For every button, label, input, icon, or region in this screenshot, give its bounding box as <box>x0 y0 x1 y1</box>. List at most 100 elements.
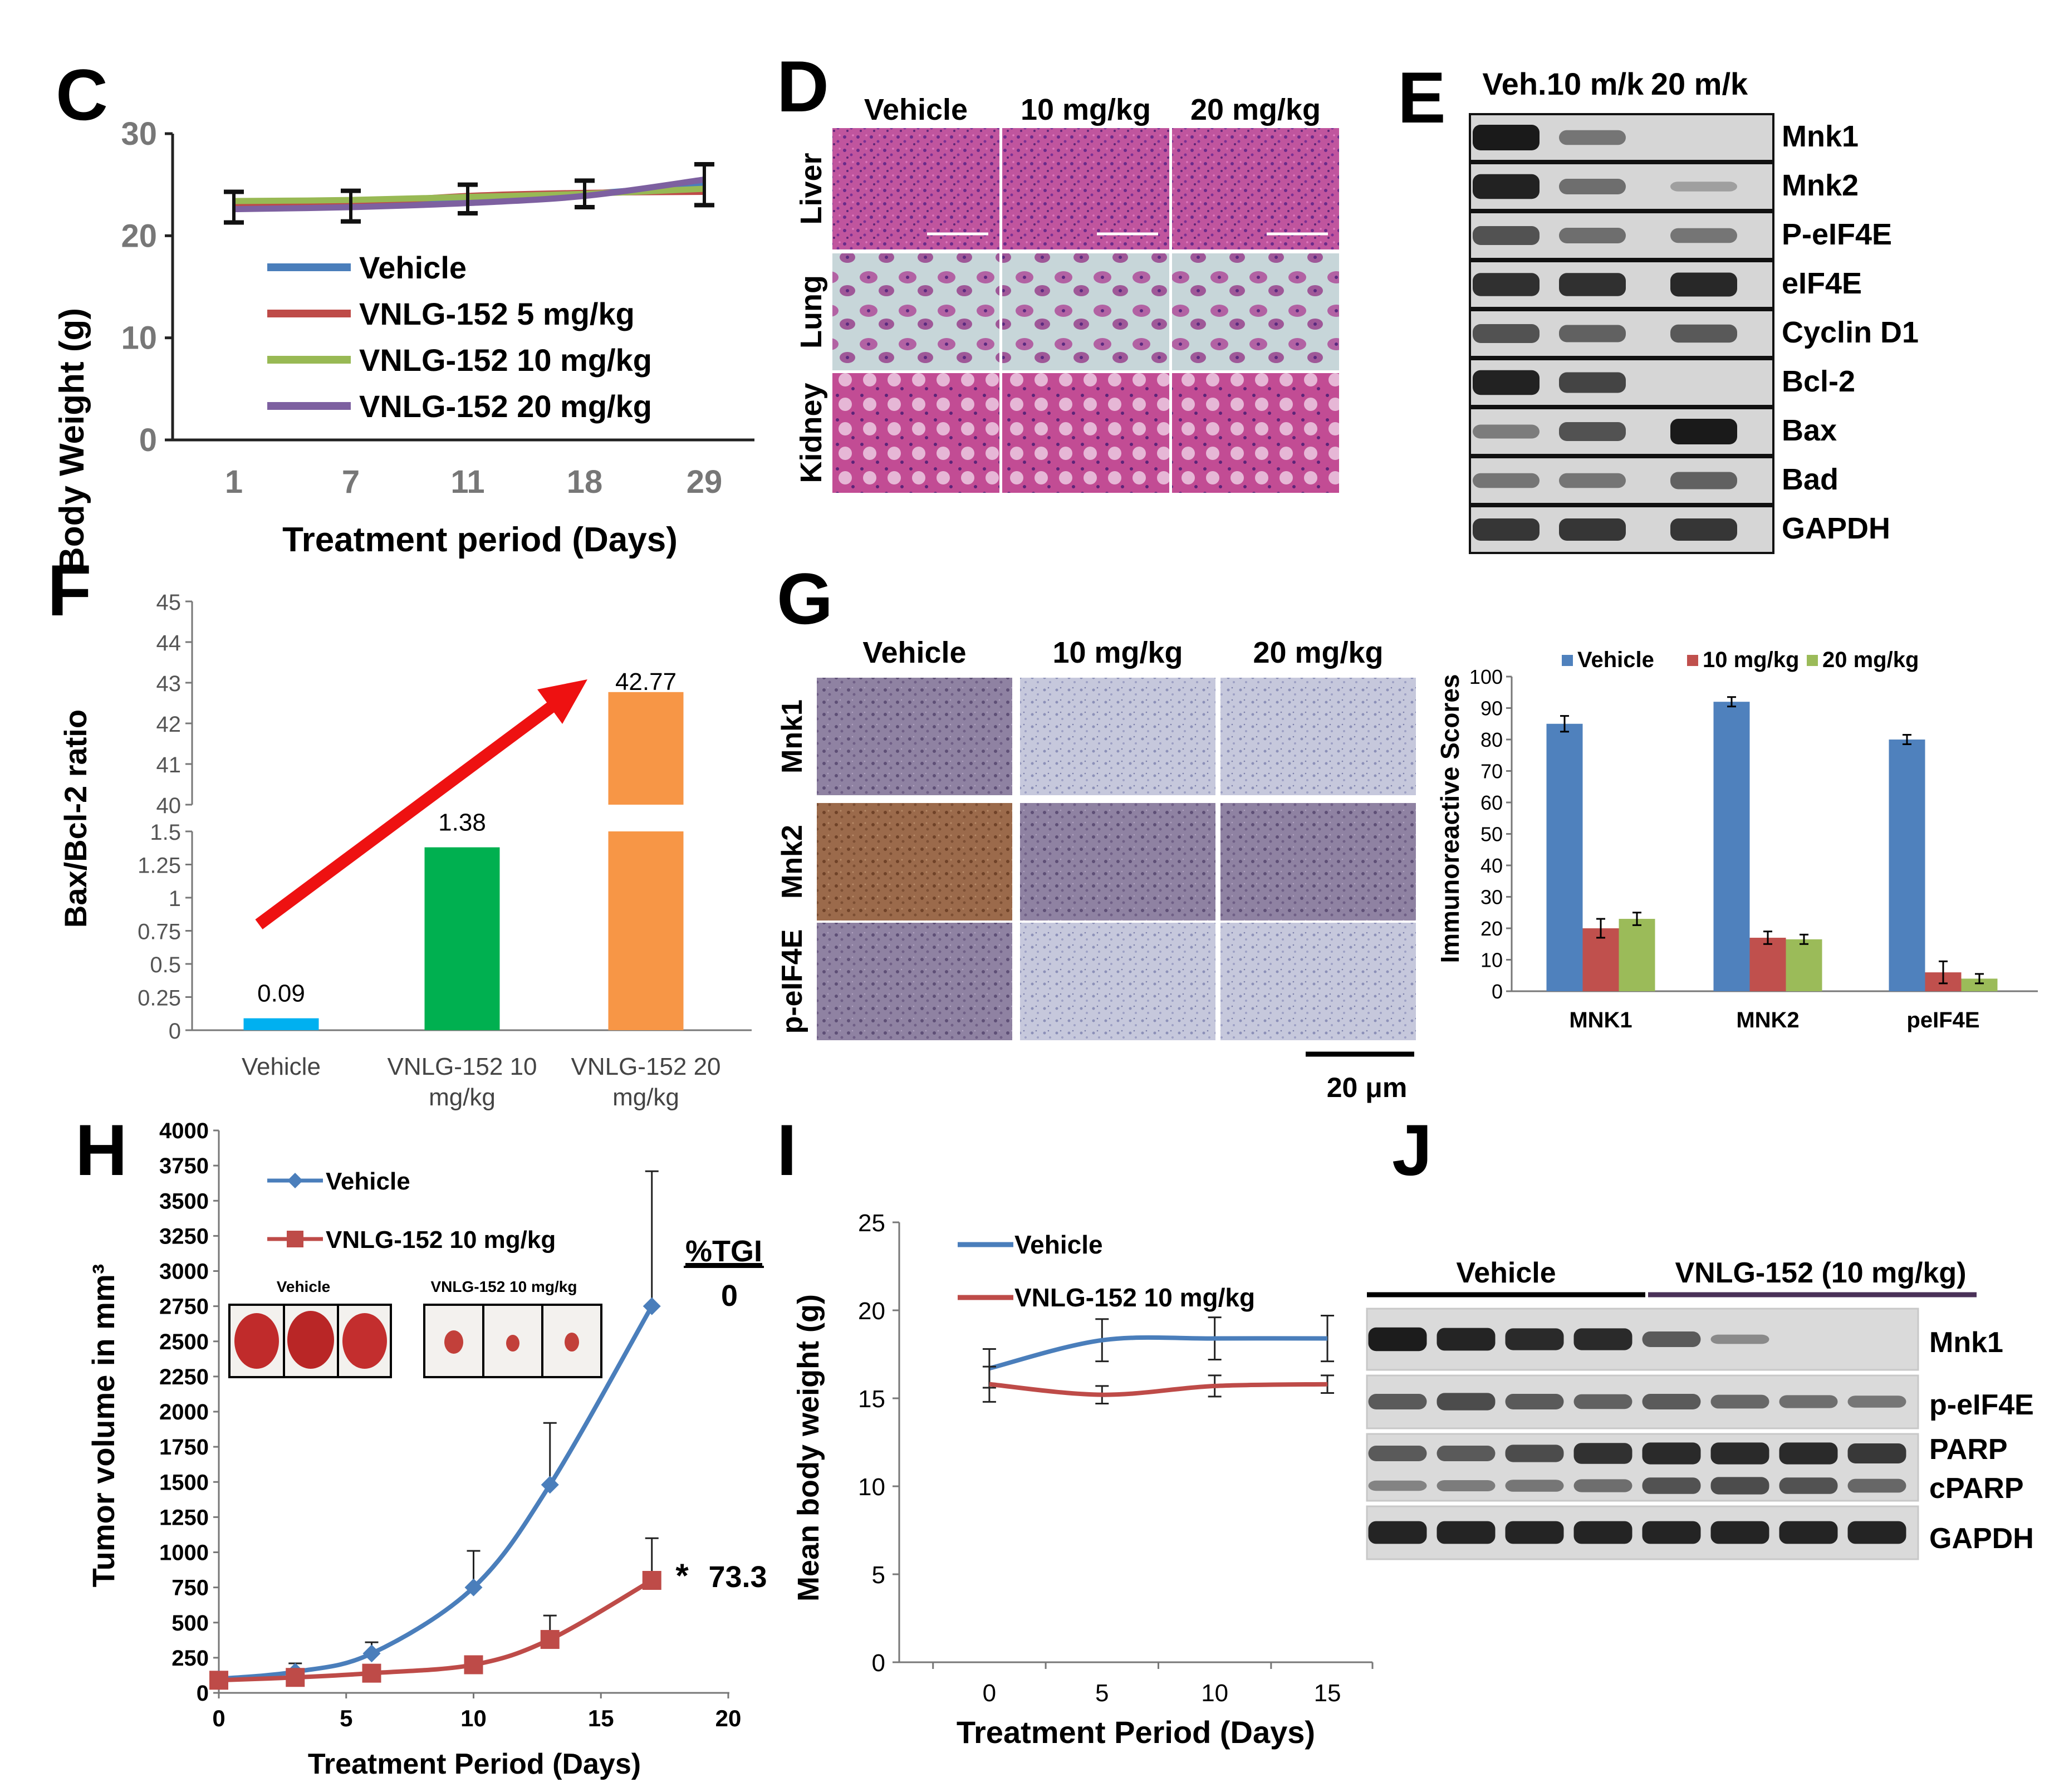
g-ihc-image-mnk2-2 <box>1018 801 1218 923</box>
i-x-tick-label: 5 <box>1095 1680 1109 1707</box>
i-legend-label-vehicle: Vehicle <box>1014 1230 1103 1259</box>
g-legend-swatch-20-mg-kg <box>1807 655 1818 666</box>
i-legend-label-vnlg-152-10-mg-kg: VNLG-152 10 mg/kg <box>1014 1283 1255 1312</box>
h-y-tick-label: 1000 <box>159 1541 209 1565</box>
g-y-tick-label: 90 <box>1480 697 1503 720</box>
h-tumor-vehicle-1 <box>234 1313 279 1369</box>
i-series <box>982 1314 1335 1404</box>
h-marker-vnlg-152-10-mg-kg <box>464 1655 483 1675</box>
d-histology-image-kidney-3 <box>1172 373 1339 493</box>
f-bar-vnlg-152-10-mg-kg <box>424 847 500 1030</box>
panel-letter-e: E <box>1398 57 1446 138</box>
j-band-parp-1 <box>1368 1446 1427 1461</box>
h-y-tick-label: 2250 <box>159 1365 209 1389</box>
j-band-parp-3 <box>1505 1445 1564 1462</box>
j-band-parp-8 <box>1847 1443 1906 1463</box>
i-x-ticks: 0 5 10 15 <box>932 1662 1374 1707</box>
h-tumor-treated-1 <box>444 1330 463 1354</box>
j-band-mnk1-5 <box>1642 1331 1701 1347</box>
e-band-eif4e-3 <box>1670 272 1737 297</box>
e-row-label-p-eif4e: P-eIF4E <box>1782 218 1892 251</box>
h-y-tick-label: 500 <box>171 1611 209 1636</box>
h-y-tick-label: 250 <box>171 1646 209 1671</box>
h-legend: Vehicle VNLG-152 10 mg/kg <box>267 1168 556 1254</box>
h-marker-vehicle <box>643 1297 661 1315</box>
j-band-gapdh-3 <box>1505 1521 1564 1544</box>
h-x-ticks: 0 5 10 15 20 <box>212 1693 741 1731</box>
h-legend-marker-vnlg-152-10-mg-kg <box>287 1231 303 1247</box>
j-band-mnk1-6 <box>1710 1334 1769 1344</box>
f-x-label-vnlg-152-20-mg-kg: VNLG-152 20 <box>571 1053 720 1080</box>
g-legend-swatch-10-mg-kg <box>1687 655 1698 666</box>
e-band-gapdh-1 <box>1473 518 1540 541</box>
e-band-p-eif4e-2 <box>1559 228 1626 243</box>
g-y-tick-label: 60 <box>1480 791 1503 814</box>
i-y-axis-title: Mean body weight (g) <box>792 1294 825 1602</box>
e-row-label-bcl-2: Bcl-2 <box>1782 365 1855 398</box>
j-band-p-eif4e-3 <box>1505 1394 1564 1409</box>
j-band-p-eif4e-7 <box>1779 1395 1838 1408</box>
j-band-cparp-2 <box>1437 1480 1496 1491</box>
h-significance-star: * <box>675 1557 689 1594</box>
e-lane-label-veh: Veh. <box>1482 66 1546 101</box>
f-value-label-vnlg-152-10-mg-kg: 1.38 <box>438 809 486 836</box>
f-bars: 0.09 1.38 42.77 <box>243 668 684 1030</box>
h-tumor-vehicle-3 <box>342 1313 387 1369</box>
e-band-cyclin-d1-3 <box>1670 324 1737 343</box>
j-row-label-cparp: cPARP <box>1929 1472 2024 1505</box>
e-band-bcl-2-1 <box>1473 370 1540 395</box>
j-western-blot: Mnk1 p-eIF4E PARP cPARP GAPDH <box>1366 1308 2034 1560</box>
i-legend: Vehicle VNLG-152 10 mg/kg <box>958 1230 1255 1312</box>
e-band-bax-1 <box>1473 424 1540 439</box>
panel-i: I Mean body weight (g) 0 5 10 15 20 25 0 5 10 15… <box>777 1109 1374 1750</box>
f-x-label-vnlg-152-20-mg-kg: mg/kg <box>612 1084 679 1111</box>
d-row-label-kidney: Kidney <box>795 383 828 483</box>
j-band-cparp-4 <box>1573 1479 1632 1492</box>
h-marker-vehicle <box>541 1476 559 1494</box>
h-y-tick-label: 1250 <box>159 1505 209 1530</box>
c-legend-label-vnlg-152-5-mg-kg: VNLG-152 5 mg/kg <box>359 296 635 331</box>
j-group-label-vehicle: Vehicle <box>1456 1257 1556 1289</box>
c-x-tick-label: 7 <box>342 464 360 500</box>
i-y-tick-label: 10 <box>858 1473 885 1501</box>
e-lane-label-10-m-k: 10 m/k <box>1547 66 1644 101</box>
g-legend-label-10-mg-kg: 10 mg/kg <box>1703 648 1799 672</box>
g-bar-peif4e-vehicle <box>1889 740 1925 991</box>
e-band-bad-3 <box>1670 472 1737 489</box>
h-tumor-vehicle-2 <box>287 1311 334 1369</box>
e-row-label-gapdh: GAPDH <box>1782 512 1890 545</box>
f-x-label-vnlg-152-10-mg-kg: VNLG-152 10 <box>387 1053 537 1080</box>
g-bar-mnk2-20-mg-kg <box>1786 939 1822 991</box>
g-ihc-image-p-eif4e-1 <box>815 921 1014 1042</box>
i-x-tick-label: 0 <box>983 1680 996 1707</box>
e-band-bax-2 <box>1559 422 1626 441</box>
f-bar-upper-vnlg-152-20-mg-kg <box>608 692 684 805</box>
d-histology-image-kidney-1 <box>832 373 999 493</box>
g-ihc-image-mnk1-1 <box>815 675 1014 797</box>
h-marker-vnlg-152-10-mg-kg <box>642 1571 661 1590</box>
h-tumor-photos: Vehicle VNLG-152 10 mg/kg <box>228 1278 602 1378</box>
panel-g: G Vehicle 10 mg/kg 20 mg/kg Mnk1 Mnk2 p-eIF4E… <box>776 558 2038 1103</box>
j-band-mnk1-1 <box>1368 1327 1427 1352</box>
f-y-axis-title: Bax/Bcl-2 ratio <box>58 709 93 928</box>
g-bar-mnk1-10-mg-kg <box>1582 928 1619 991</box>
d-row-label-liver: Liver <box>795 153 828 224</box>
h-x-tick-label: 10 <box>460 1705 487 1731</box>
g-ihc-image-p-eif4e-3 <box>1218 921 1418 1042</box>
c-y-tick-label: 0 <box>139 422 157 458</box>
h-tgi-header: %TGI <box>685 1235 762 1268</box>
i-y-tick-label: 25 <box>858 1210 885 1237</box>
g-ihc-row-label-mnk1: Mnk1 <box>776 699 808 773</box>
j-band-p-eif4e-1 <box>1368 1394 1427 1409</box>
c-x-axis-title: Treatment period (Days) <box>282 521 678 559</box>
c-legend-label-vnlg-152-20-mg-kg: VNLG-152 20 mg/kg <box>359 389 652 424</box>
j-band-gapdh-5 <box>1642 1521 1701 1544</box>
h-y-axis-title: Tumor volume in mm³ <box>86 1264 121 1588</box>
c-series <box>224 162 714 225</box>
h-y-ticks: 0 250 500 750 1000 1250 1500 1750 2000 2250 2500 27… <box>159 1119 219 1706</box>
j-band-gapdh-4 <box>1573 1521 1632 1544</box>
f-y-tick-label: 0.25 <box>138 986 181 1011</box>
d-histology-image-lung-1 <box>832 253 999 370</box>
e-row-label-bad: Bad <box>1782 463 1839 496</box>
g-ihc-column-label-10-mg-kg: 10 mg/kg <box>1052 636 1183 669</box>
